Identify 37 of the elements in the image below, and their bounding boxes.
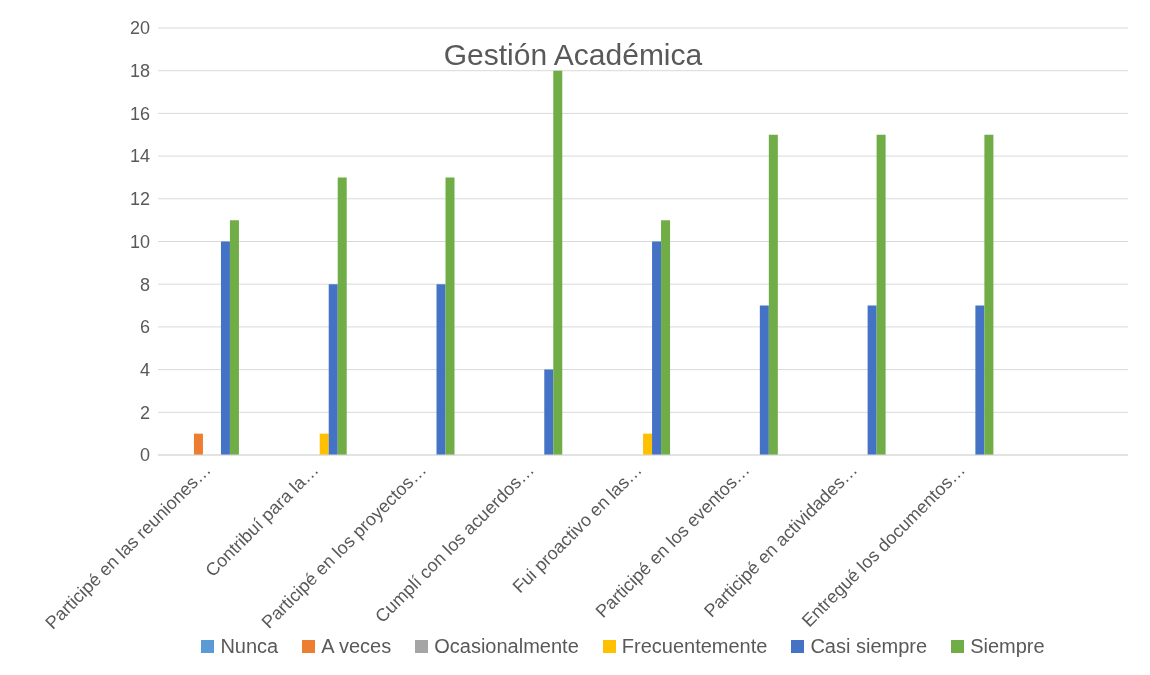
legend-label: Casi siempre bbox=[810, 635, 928, 658]
y-tick-label: 6 bbox=[139, 317, 150, 338]
y-tick-label: 4 bbox=[139, 359, 150, 380]
bar bbox=[193, 433, 203, 455]
bar bbox=[319, 433, 329, 455]
bar bbox=[445, 177, 455, 455]
legend-label: Ocasionalmente bbox=[434, 635, 579, 658]
y-tick-label: 0 bbox=[139, 445, 150, 466]
bar bbox=[220, 241, 230, 455]
bar bbox=[229, 220, 239, 455]
bar bbox=[337, 177, 347, 455]
bar bbox=[544, 369, 554, 455]
y-tick-label: 18 bbox=[129, 61, 150, 82]
bar bbox=[553, 70, 563, 455]
legend-label: Frecuentemente bbox=[621, 635, 768, 658]
bar bbox=[867, 305, 877, 455]
y-tick-label: 10 bbox=[129, 231, 150, 252]
y-tick-label: 2 bbox=[139, 402, 150, 423]
y-tick-label: 20 bbox=[129, 18, 150, 39]
chart-title: Gestión Académica bbox=[443, 38, 703, 71]
bar bbox=[652, 241, 662, 455]
bar bbox=[768, 134, 778, 455]
bar bbox=[328, 284, 338, 455]
y-tick-label: 14 bbox=[129, 146, 150, 167]
bar bbox=[876, 134, 886, 455]
bar bbox=[759, 305, 769, 455]
bar bbox=[975, 305, 985, 455]
bar bbox=[984, 134, 994, 455]
y-tick-label: 16 bbox=[129, 103, 150, 124]
legend-label: A veces bbox=[321, 635, 392, 658]
legend-label: Siempre bbox=[970, 635, 1045, 658]
legend-label: Nunca bbox=[220, 635, 279, 658]
y-tick-label: 8 bbox=[139, 274, 150, 295]
bar bbox=[436, 284, 446, 455]
bar bbox=[661, 220, 671, 455]
bar bbox=[643, 433, 653, 455]
y-tick-label: 12 bbox=[129, 189, 150, 210]
